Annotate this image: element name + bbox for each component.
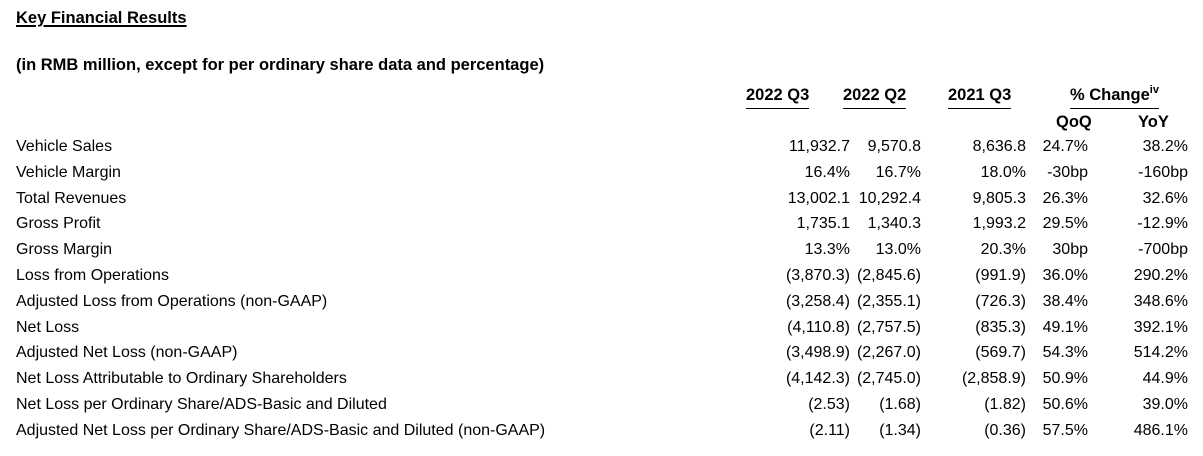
cell-yoy: 486.1%	[1133, 421, 1188, 439]
cell-2022-q2: (2,757.5)	[856, 318, 921, 336]
financial-results-table: Vehicle Sales 11,932.7 9,570.8 8,636.8 24.7%…	[0, 135, 1203, 445]
cell-2022-q2: (2,267.0)	[856, 344, 921, 362]
cell-2022-q3: 16.4%	[804, 163, 850, 181]
cell-2021-q3: (2,858.9)	[961, 370, 1026, 388]
cell-yoy: -12.9%	[1137, 215, 1188, 233]
row-label: Gross Margin	[16, 241, 113, 259]
cell-2021-q3: (835.3)	[975, 318, 1026, 336]
column-header-2022-q2: 2022 Q2	[843, 86, 907, 109]
cell-qoq: 36.0%	[1042, 266, 1088, 284]
row-label: Loss from Operations	[16, 266, 169, 284]
cell-2022-q2: 13.0%	[875, 241, 921, 259]
cell-yoy: 38.2%	[1142, 138, 1188, 155]
cell-yoy: 514.2%	[1133, 344, 1188, 362]
row-label: Net Loss Attributable to Ordinary Shareh…	[16, 370, 347, 388]
table-row: Adjusted Net Loss (non-GAAP) (3,498.9) (2,…	[0, 341, 1203, 367]
row-label: Adjusted Loss from Operations (non-GAAP)	[16, 292, 328, 310]
cell-2022-q3: (4,142.3)	[785, 370, 850, 388]
cell-2022-q3: (3,870.3)	[785, 266, 850, 284]
cell-2022-q2: 10,292.4	[858, 189, 921, 207]
cell-2022-q3: 13,002.1	[787, 189, 850, 207]
table-row: Adjusted Loss from Operations (non-GAAP)…	[0, 290, 1203, 316]
cell-qoq: 57.5%	[1042, 421, 1088, 439]
row-label: Vehicle Margin	[16, 163, 121, 181]
cell-2021-q3: (0.36)	[984, 421, 1026, 439]
cell-qoq: 30bp	[1052, 241, 1088, 259]
table-row: Gross Margin 13.3% 13.0% 20.3% 30bp -700bp	[0, 238, 1203, 264]
column-header-percent-change: % Changeiv	[1070, 84, 1159, 109]
cell-2021-q3: 1,993.2	[972, 215, 1026, 233]
cell-2021-q3: (726.3)	[975, 292, 1026, 310]
cell-2022-q2: (2,745.0)	[856, 370, 921, 388]
cell-2022-q2: (1.34)	[879, 421, 921, 439]
row-label: Gross Profit	[16, 215, 101, 233]
row-label: Vehicle Sales	[16, 138, 113, 155]
page-title: Key Financial Results	[16, 9, 187, 27]
cell-yoy: -700bp	[1138, 241, 1188, 259]
cell-2022-q2: 1,340.3	[867, 215, 921, 233]
cell-2022-q3: (2.53)	[808, 395, 850, 413]
row-label: Net Loss per Ordinary Share/ADS-Basic an…	[16, 395, 387, 413]
column-header-qoq: QoQ	[1056, 113, 1092, 131]
cell-yoy: 348.6%	[1133, 292, 1188, 310]
cell-2022-q3: 1,735.1	[796, 215, 850, 233]
cell-2021-q3: 8,636.8	[972, 138, 1026, 155]
percent-change-label: % Change	[1070, 86, 1150, 104]
row-label: Total Revenues	[16, 189, 127, 207]
cell-yoy: 290.2%	[1133, 266, 1188, 284]
cell-2022-q2: (2,355.1)	[856, 292, 921, 310]
cell-yoy: 32.6%	[1142, 189, 1188, 207]
cell-2021-q3: 9,805.3	[972, 189, 1026, 207]
column-header-yoy: YoY	[1138, 113, 1169, 131]
cell-2022-q2: 9,570.8	[867, 138, 921, 155]
table-row: Total Revenues 13,002.1 10,292.4 9,805.3 26.…	[0, 187, 1203, 213]
cell-2022-q2: (1.68)	[879, 395, 921, 413]
cell-2021-q3: 18.0%	[980, 163, 1026, 181]
cell-2022-q2: 16.7%	[875, 163, 921, 181]
row-label: Net Loss	[16, 318, 80, 336]
cell-qoq: 26.3%	[1042, 189, 1088, 207]
table-row: Gross Profit 1,735.1 1,340.3 1,993.2 29.5% -1…	[0, 212, 1203, 238]
cell-2021-q3: (569.7)	[975, 344, 1026, 362]
row-label: Adjusted Net Loss (non-GAAP)	[16, 344, 238, 362]
cell-yoy: -160bp	[1138, 163, 1188, 181]
cell-qoq: -30bp	[1047, 163, 1088, 181]
cell-2022-q3: 13.3%	[804, 241, 850, 259]
table-row: Net Loss (4,110.8) (2,757.5) (835.3) 49.1% 39…	[0, 316, 1203, 342]
cell-qoq: 50.9%	[1042, 370, 1088, 388]
cell-2022-q3: (3,258.4)	[785, 292, 850, 310]
cell-yoy: 392.1%	[1133, 318, 1188, 336]
cell-yoy: 44.9%	[1142, 370, 1188, 388]
cell-2021-q3: (991.9)	[975, 266, 1026, 284]
cell-qoq: 38.4%	[1042, 292, 1088, 310]
cell-qoq: 49.1%	[1042, 318, 1088, 336]
units-note: (in RMB million, except for per ordinary…	[16, 56, 545, 74]
row-label: Adjusted Net Loss per Ordinary Share/ADS…	[16, 421, 546, 439]
cell-qoq: 50.6%	[1042, 395, 1088, 413]
cell-yoy: 39.0%	[1142, 395, 1188, 413]
cell-2022-q3: (2.11)	[809, 421, 850, 439]
table-row: Net Loss per Ordinary Share/ADS-Basic an…	[0, 393, 1203, 419]
cell-qoq: 24.7%	[1042, 138, 1088, 155]
cell-2022-q2: (2,845.6)	[856, 266, 921, 284]
table-row: Adjusted Net Loss per Ordinary Share/ADS…	[0, 419, 1203, 445]
cell-2021-q3: 20.3%	[980, 241, 1026, 259]
cell-2022-q3: 11,932.7	[788, 138, 850, 155]
cell-2022-q3: (4,110.8)	[787, 318, 850, 336]
cell-qoq: 54.3%	[1042, 344, 1088, 362]
table-row: Vehicle Sales 11,932.7 9,570.8 8,636.8 24.7%…	[0, 135, 1203, 161]
column-header-2022-q3: 2022 Q3	[746, 86, 810, 109]
column-header-2021-q3: 2021 Q3	[948, 86, 1012, 109]
table-row: Loss from Operations (3,870.3) (2,845.6) (9…	[0, 264, 1203, 290]
cell-qoq: 29.5%	[1042, 215, 1088, 233]
percent-change-footnote: iv	[1149, 84, 1159, 96]
table-row: Net Loss Attributable to Ordinary Shareh…	[0, 367, 1203, 393]
cell-2022-q3: (3,498.9)	[785, 344, 850, 362]
table-row: Vehicle Margin 16.4% 16.7% 18.0% -30bp -160bp	[0, 161, 1203, 187]
cell-2021-q3: (1.82)	[984, 395, 1026, 413]
